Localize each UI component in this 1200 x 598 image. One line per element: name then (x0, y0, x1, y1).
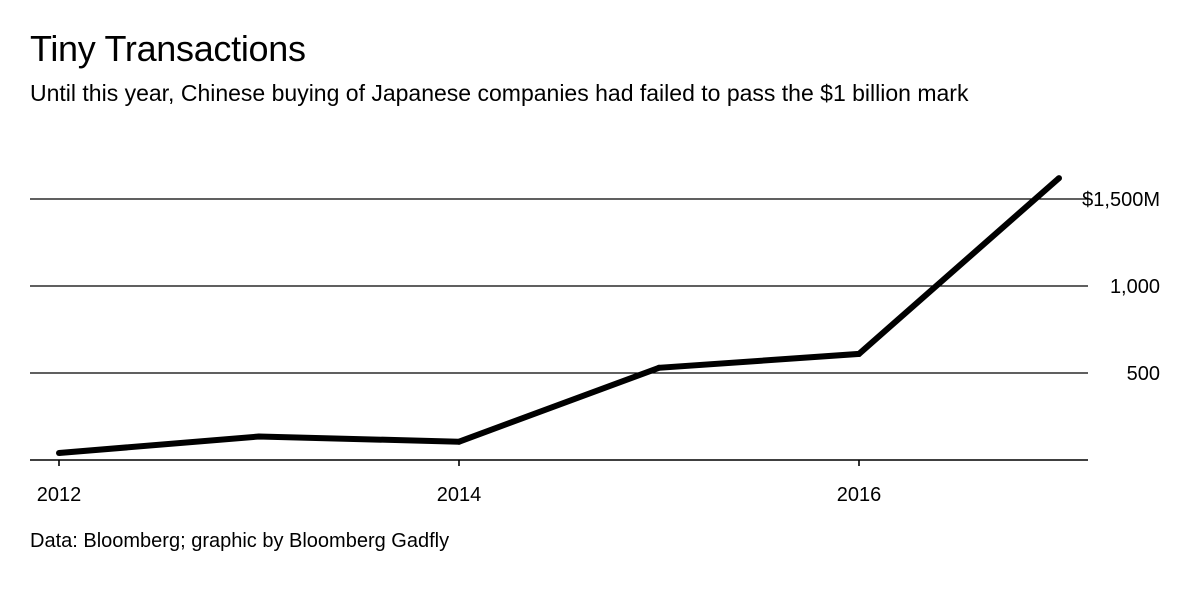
series-line (58, 175, 1061, 456)
chart-subtitle: Until this year, Chinese buying of Japan… (30, 80, 969, 106)
x-tick-label: 2016 (837, 484, 882, 506)
data-point (456, 438, 462, 445)
data-point (656, 364, 662, 371)
x-axis: 2012 2014 2016 (30, 459, 1088, 506)
y-tick-label: 1,000 (1110, 276, 1160, 298)
y-axis-labels: 500 1,000 $1,500M (1082, 189, 1160, 385)
series-layer (56, 175, 1062, 457)
chart-title: Tiny Transactions (30, 28, 306, 69)
data-point (256, 433, 262, 440)
y-tick-label: $1,500M (1082, 189, 1160, 211)
x-tick-label: 2012 (37, 484, 82, 506)
data-point (856, 350, 862, 357)
y-tick-label: 500 (1127, 363, 1160, 385)
x-tick-label: 2014 (437, 484, 482, 506)
gridlines (30, 198, 1088, 374)
data-point (1056, 175, 1062, 182)
chart-source: Data: Bloomberg; graphic by Bloomberg Ga… (30, 530, 450, 552)
data-point (56, 450, 62, 457)
